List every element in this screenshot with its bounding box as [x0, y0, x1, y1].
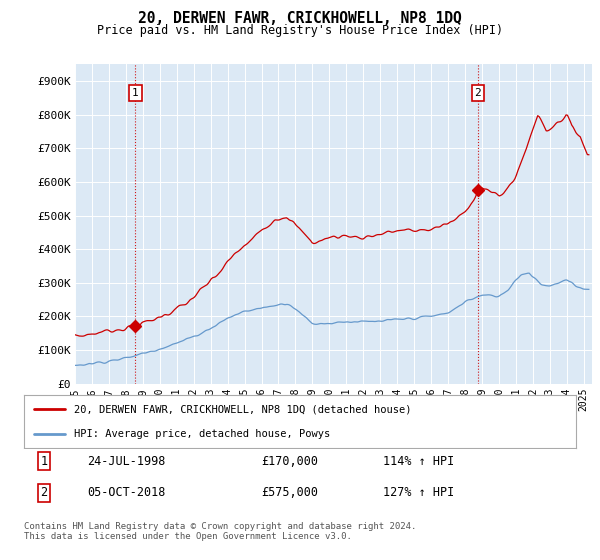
Text: 127% ↑ HPI: 127% ↑ HPI	[383, 486, 454, 499]
Text: 05-OCT-2018: 05-OCT-2018	[88, 486, 166, 499]
Text: 20, DERWEN FAWR, CRICKHOWELL, NP8 1DQ (detached house): 20, DERWEN FAWR, CRICKHOWELL, NP8 1DQ (d…	[74, 404, 411, 414]
Text: 20, DERWEN FAWR, CRICKHOWELL, NP8 1DQ: 20, DERWEN FAWR, CRICKHOWELL, NP8 1DQ	[138, 11, 462, 26]
Text: £575,000: £575,000	[262, 486, 319, 499]
Text: 1: 1	[41, 455, 47, 468]
Text: 24-JUL-1998: 24-JUL-1998	[88, 455, 166, 468]
Text: £170,000: £170,000	[262, 455, 319, 468]
Text: 2: 2	[475, 88, 481, 98]
Text: Contains HM Land Registry data © Crown copyright and database right 2024.
This d: Contains HM Land Registry data © Crown c…	[24, 522, 416, 542]
Text: 114% ↑ HPI: 114% ↑ HPI	[383, 455, 454, 468]
Text: 1: 1	[132, 88, 139, 98]
Text: HPI: Average price, detached house, Powys: HPI: Average price, detached house, Powy…	[74, 428, 330, 438]
Text: 2: 2	[41, 486, 47, 499]
Text: Price paid vs. HM Land Registry's House Price Index (HPI): Price paid vs. HM Land Registry's House …	[97, 24, 503, 36]
